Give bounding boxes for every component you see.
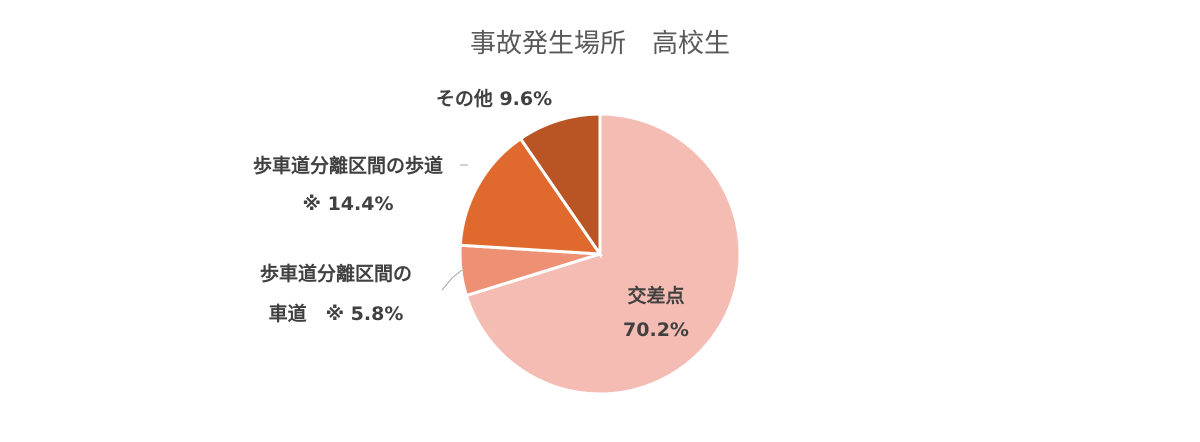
pie-slices (458, 112, 742, 396)
slice-label-roadway-line2: 車道 ※ 5.8% (269, 302, 404, 325)
leader-line-roadway (441, 269, 463, 291)
slice-other (518, 112, 602, 259)
chart-title: 事故発生場所 高校生 (470, 29, 730, 59)
slice-label-sidewalk-line1: 歩車道分離区間の歩道 (253, 154, 443, 177)
slice-label-roadway-line1: 歩車道分離区間の (260, 262, 412, 285)
leader-lines (441, 164, 468, 291)
slice-label-sidewalk-line2: ※ 14.4% (302, 193, 393, 215)
slice-intersection (464, 112, 742, 396)
slice-sidewalk (458, 136, 603, 256)
slice-label-other: その他 9.6% (436, 87, 552, 110)
slice-label-intersection-value: 70.2% (623, 319, 689, 341)
slice-label-intersection-name: 交差点 (627, 284, 684, 307)
